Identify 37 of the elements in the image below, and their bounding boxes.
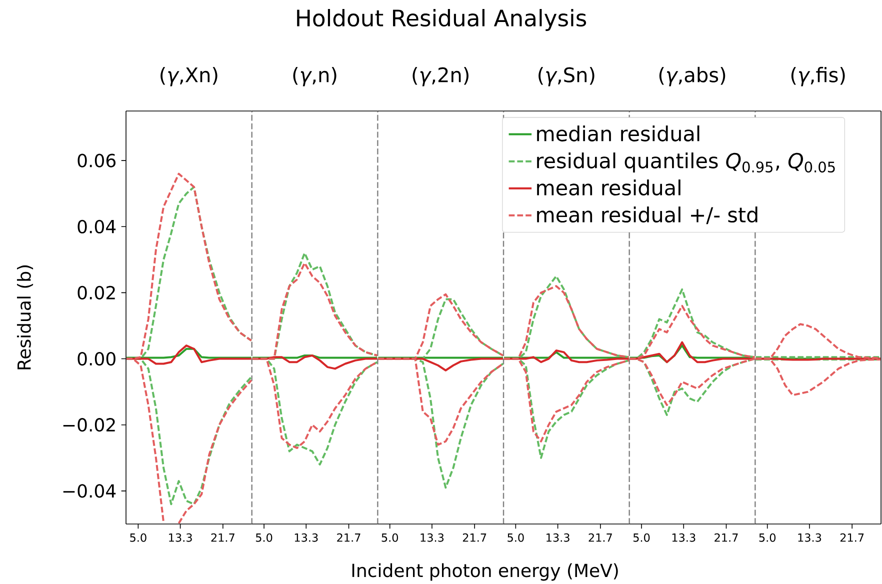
x-tick-label: 5.0 [508, 533, 524, 542]
x-tick-label: 5.0 [633, 533, 650, 542]
x2-axis-title: (γ,2n) [412, 66, 468, 86]
chart-title: Holdout Residual Analysis [297, 9, 586, 31]
x-tick-label: 21.7 [714, 533, 738, 542]
x2-axis-title: (γ,fis) [791, 66, 845, 86]
x-axis-title: Incident photon energy (MeV) [352, 563, 618, 581]
legend-label: median residual [537, 125, 700, 142]
x-tick-label: 5.0 [256, 533, 272, 542]
x-tick-label: 13.3 [798, 533, 822, 542]
x-tick-label: 13.3 [169, 533, 192, 542]
x-tick-label: 13.3 [294, 533, 318, 542]
y-tick-label: 0.00 [78, 352, 116, 366]
x-tick-label: 5.0 [759, 533, 776, 542]
x-tick-label: 13.3 [420, 533, 444, 542]
x2-axis-title: (γ,Xn) [160, 66, 218, 86]
y-tick-label: −0.04 [63, 484, 116, 498]
legend-label: residual quantiles Q$_{0.95}$, Q$_{0.05}$ [537, 152, 835, 173]
y-tick-label: −0.02 [63, 418, 115, 432]
x-tick-label: 13.3 [672, 533, 696, 542]
y-tick-label: 0.02 [78, 286, 115, 300]
legend-label: mean residual +/- std [537, 206, 758, 224]
y-tick-label: 0.04 [78, 220, 116, 234]
x-tick-label: 5.0 [382, 533, 398, 542]
x2-axis-title: (γ,n) [293, 66, 336, 86]
x-tick-label: 21.7 [588, 533, 612, 542]
y-tick-label: 0.06 [78, 154, 116, 168]
legend-label: mean residual [537, 180, 680, 196]
y-axis-title: Residual (b) [16, 265, 34, 370]
x-tick-label: 21.7 [840, 533, 864, 542]
x-tick-label: 21.7 [337, 533, 360, 542]
x2-axis-title: (γ,abs) [659, 66, 726, 86]
x-tick-label: 21.7 [462, 533, 486, 542]
x-tick-label: 13.3 [546, 533, 570, 542]
x-tick-label: 5.0 [130, 533, 146, 542]
x2-axis-title: (γ,Sn) [538, 66, 594, 86]
x-tick-label: 21.7 [211, 533, 234, 542]
